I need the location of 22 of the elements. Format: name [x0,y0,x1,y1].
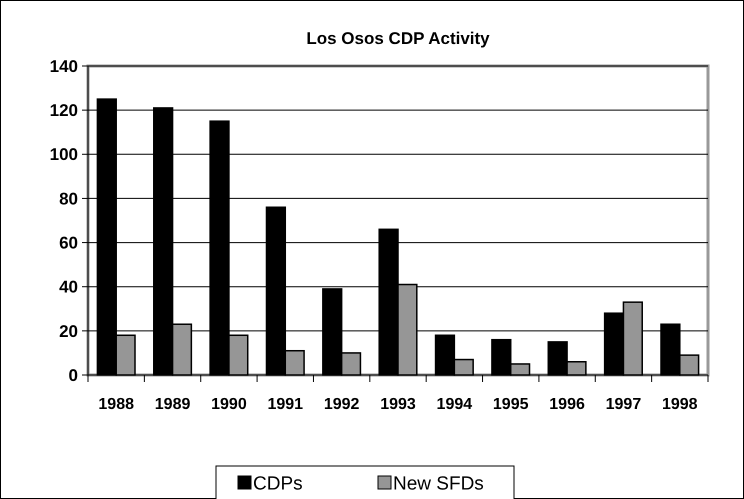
x-tick-label: 1990 [211,396,247,413]
y-tick-label: 80 [59,189,78,208]
y-tick-label: 40 [59,278,78,297]
x-tick-label: 1998 [662,396,698,413]
x-tick-label: 1993 [380,396,416,413]
x-tick-label: 1997 [606,396,642,413]
y-tick-label: 100 [50,145,78,164]
x-tick-label: 1991 [267,396,304,413]
x-tick-label: 1996 [549,396,585,413]
legend-label: New SFDs [393,474,484,495]
x-tick-label: 1994 [436,396,472,413]
y-tick-label: 20 [59,322,78,341]
x-tick-label: 1988 [98,396,134,413]
x-tick-label: 1995 [492,396,529,413]
y-tick-label: 140 [50,56,78,76]
legend-label: CDPs [253,474,303,495]
y-tick-label: 0 [68,366,78,385]
x-tick-label: 1989 [154,396,190,413]
x-tick-label: 1992 [324,396,360,413]
y-tick-label: 60 [59,234,78,253]
chart-title: Los Osos CDP Activity [306,29,490,48]
y-tick-label: 120 [50,101,78,120]
